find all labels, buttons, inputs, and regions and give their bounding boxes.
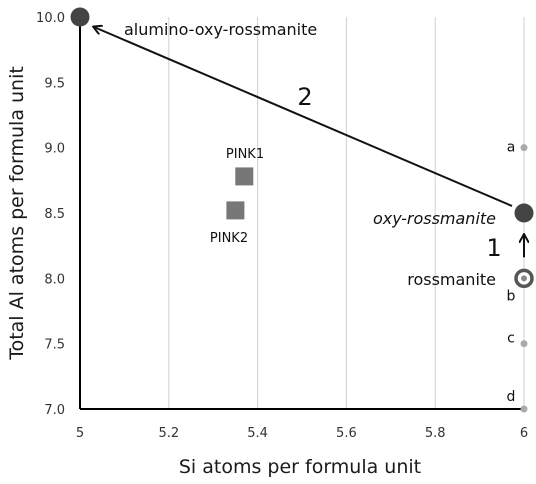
minor-point-label-d: d (507, 389, 516, 405)
sample-label-pink2: PINK2 (210, 231, 248, 246)
y-tick-label-8-5: 8.5 (44, 207, 65, 222)
arrow-2-label: 2 (297, 83, 312, 111)
arrow-2 (94, 27, 513, 207)
x-tick-label-5-4: 5.4 (247, 426, 268, 441)
arrow-1-label: 1 (486, 234, 501, 262)
point-alumino-oxy-rossmanite (70, 7, 90, 27)
tick-labels: 5 5.2 5.4 5.6 5.8 6 7.0 7.5 8.0 8.5 9.0 9.5 10.0 (36, 11, 528, 441)
x-tick-label-5-8: 5.8 (425, 426, 446, 441)
label-alumino-oxy-rossmanite: alumino-oxy-rossmanite (124, 20, 317, 39)
minor-point-label-c: c (507, 331, 515, 347)
label-oxy-rossmanite: oxy-rossmanite (373, 209, 496, 228)
y-tick-label-7-5: 7.5 (44, 338, 65, 353)
y-tick-label-9-5: 9.5 (44, 76, 65, 91)
x-axis-title: Si atoms per formula unit (179, 456, 421, 478)
y-tick-label-8-0: 8.0 (44, 272, 65, 287)
x-tick-label-5-2: 5.2 (158, 426, 179, 441)
sample-label-pink1: PINK1 (226, 147, 264, 162)
data-points (70, 7, 534, 413)
x-tick-label-5-6: 5.6 (336, 426, 357, 441)
y-tick-label-7-0: 7.0 (44, 403, 65, 418)
point-rossmanite-center (521, 275, 527, 282)
arrows (94, 27, 524, 258)
minor-point-d (520, 405, 528, 413)
sample-pink1 (235, 167, 254, 186)
minor-point-c (520, 340, 528, 348)
sample-pink2 (226, 201, 245, 220)
label-rossmanite: rossmanite (407, 270, 496, 289)
minor-point-label-b: b (507, 288, 516, 304)
y-axis-title: Total Al atoms per formula unit (6, 66, 28, 361)
minor-point-a (520, 144, 528, 152)
y-tick-label-9-0: 9.0 (44, 142, 65, 157)
point-labels: 1 2 a b c d alumino-oxy-rossmanite oxy-rossmani… (124, 20, 516, 405)
axes (79, 17, 524, 410)
point-oxy-rossmanite (514, 203, 534, 223)
minor-point-label-a: a (507, 140, 516, 156)
y-tick-label-10-0: 10.0 (36, 11, 65, 26)
x-tick-label-5: 5 (76, 426, 84, 441)
x-tick-label-6: 6 (520, 426, 528, 441)
